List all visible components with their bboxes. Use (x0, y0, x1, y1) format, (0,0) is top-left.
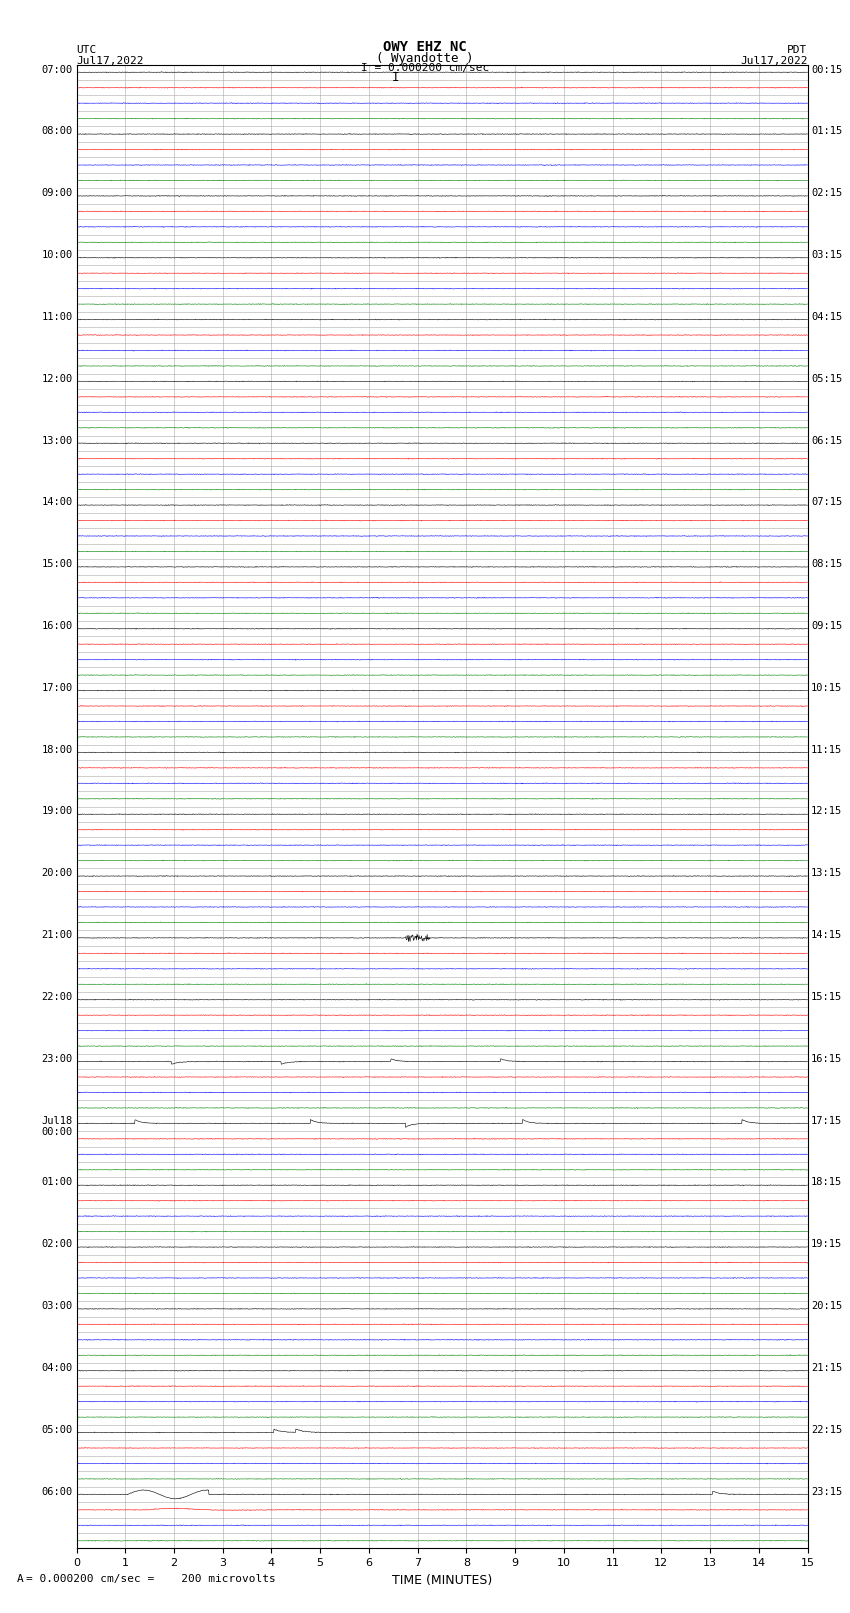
Text: 16:15: 16:15 (811, 1053, 842, 1065)
Text: 23:00: 23:00 (42, 1053, 73, 1065)
Text: 00:15: 00:15 (811, 65, 842, 74)
Text: I: I (392, 71, 399, 84)
Text: 10:15: 10:15 (811, 682, 842, 694)
Text: 09:00: 09:00 (42, 189, 73, 198)
Text: 21:15: 21:15 (811, 1363, 842, 1373)
Text: Jul17,2022: Jul17,2022 (740, 56, 808, 66)
Text: 17:15: 17:15 (811, 1116, 842, 1126)
Text: 08:15: 08:15 (811, 560, 842, 569)
Text: 17:00: 17:00 (42, 682, 73, 694)
Text: I = 0.000200 cm/sec: I = 0.000200 cm/sec (361, 63, 489, 73)
Text: 15:00: 15:00 (42, 560, 73, 569)
Text: 04:00: 04:00 (42, 1363, 73, 1373)
Text: 12:00: 12:00 (42, 374, 73, 384)
Text: 22:15: 22:15 (811, 1424, 842, 1436)
Text: 19:00: 19:00 (42, 806, 73, 816)
Text: 06:00: 06:00 (42, 1487, 73, 1497)
Text: 11:00: 11:00 (42, 311, 73, 323)
Text: 18:00: 18:00 (42, 745, 73, 755)
Text: 02:15: 02:15 (811, 189, 842, 198)
Text: = 0.000200 cm/sec =    200 microvolts: = 0.000200 cm/sec = 200 microvolts (26, 1574, 275, 1584)
Text: A: A (17, 1574, 24, 1584)
Text: 08:00: 08:00 (42, 126, 73, 137)
Text: 04:15: 04:15 (811, 311, 842, 323)
Text: 10:00: 10:00 (42, 250, 73, 260)
Text: 13:15: 13:15 (811, 868, 842, 879)
Text: 11:15: 11:15 (811, 745, 842, 755)
Text: 14:00: 14:00 (42, 497, 73, 508)
Text: 23:15: 23:15 (811, 1487, 842, 1497)
Text: 20:15: 20:15 (811, 1302, 842, 1311)
Text: 05:00: 05:00 (42, 1424, 73, 1436)
Text: 02:00: 02:00 (42, 1239, 73, 1250)
Text: 16:00: 16:00 (42, 621, 73, 631)
Text: UTC: UTC (76, 45, 97, 55)
Text: 01:15: 01:15 (811, 126, 842, 137)
Text: 09:15: 09:15 (811, 621, 842, 631)
Text: 07:00: 07:00 (42, 65, 73, 74)
Text: Jul17,2022: Jul17,2022 (76, 56, 144, 66)
Text: OWY EHZ NC: OWY EHZ NC (383, 40, 467, 55)
Text: 18:15: 18:15 (811, 1177, 842, 1187)
Text: 14:15: 14:15 (811, 931, 842, 940)
Text: Jul18
00:00: Jul18 00:00 (42, 1116, 73, 1137)
Text: ( Wyandotte ): ( Wyandotte ) (377, 52, 473, 65)
Text: 03:00: 03:00 (42, 1302, 73, 1311)
Text: 12:15: 12:15 (811, 806, 842, 816)
Text: 05:15: 05:15 (811, 374, 842, 384)
Text: 22:00: 22:00 (42, 992, 73, 1002)
Text: 13:00: 13:00 (42, 436, 73, 445)
Text: 15:15: 15:15 (811, 992, 842, 1002)
Text: 21:00: 21:00 (42, 931, 73, 940)
Text: 03:15: 03:15 (811, 250, 842, 260)
Text: 06:15: 06:15 (811, 436, 842, 445)
Text: PDT: PDT (787, 45, 808, 55)
Text: 20:00: 20:00 (42, 868, 73, 879)
X-axis label: TIME (MINUTES): TIME (MINUTES) (392, 1574, 492, 1587)
Text: 07:15: 07:15 (811, 497, 842, 508)
Text: 01:00: 01:00 (42, 1177, 73, 1187)
Text: 19:15: 19:15 (811, 1239, 842, 1250)
